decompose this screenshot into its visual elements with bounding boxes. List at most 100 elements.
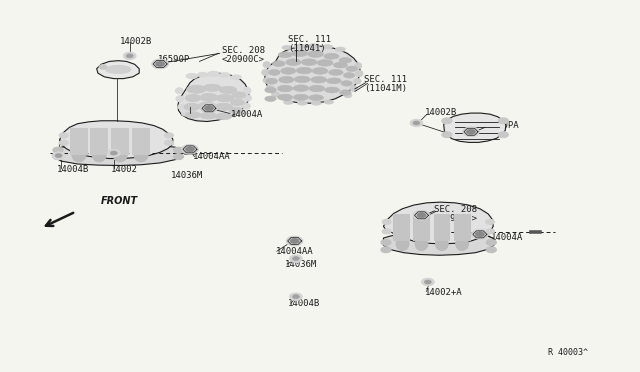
- Circle shape: [173, 147, 184, 153]
- Ellipse shape: [106, 65, 131, 74]
- Polygon shape: [383, 202, 493, 244]
- Ellipse shape: [244, 95, 252, 101]
- Circle shape: [467, 129, 476, 134]
- Ellipse shape: [220, 73, 230, 77]
- Circle shape: [289, 255, 302, 262]
- Text: SEC. 111: SEC. 111: [364, 75, 408, 84]
- Circle shape: [289, 293, 302, 300]
- Ellipse shape: [219, 86, 237, 94]
- Circle shape: [472, 230, 488, 239]
- Ellipse shape: [340, 90, 351, 95]
- Ellipse shape: [293, 94, 308, 100]
- Circle shape: [99, 65, 107, 69]
- Circle shape: [499, 132, 508, 138]
- Ellipse shape: [263, 61, 271, 68]
- Circle shape: [52, 152, 65, 159]
- Bar: [132, 128, 148, 154]
- Ellipse shape: [278, 85, 292, 92]
- Text: 14036M: 14036M: [285, 260, 317, 269]
- Circle shape: [60, 133, 68, 138]
- Circle shape: [442, 132, 452, 138]
- Polygon shape: [178, 73, 249, 122]
- Text: 14004AA: 14004AA: [193, 152, 231, 161]
- Circle shape: [205, 106, 213, 111]
- Ellipse shape: [216, 94, 234, 102]
- Ellipse shape: [324, 53, 339, 59]
- Ellipse shape: [308, 44, 319, 48]
- Ellipse shape: [354, 78, 361, 84]
- Ellipse shape: [309, 85, 324, 92]
- Circle shape: [292, 257, 300, 260]
- Circle shape: [410, 119, 423, 126]
- Circle shape: [164, 140, 173, 145]
- Circle shape: [486, 240, 497, 246]
- Circle shape: [125, 53, 135, 59]
- Circle shape: [417, 213, 426, 218]
- Circle shape: [486, 247, 497, 253]
- Circle shape: [173, 154, 184, 160]
- Text: R 40003^: R 40003^: [548, 348, 588, 357]
- Ellipse shape: [282, 45, 292, 50]
- Ellipse shape: [326, 78, 341, 84]
- Circle shape: [152, 59, 168, 69]
- Circle shape: [110, 151, 117, 155]
- Circle shape: [286, 236, 303, 246]
- Circle shape: [382, 219, 391, 224]
- Text: FRONT: FRONT: [101, 196, 138, 206]
- Ellipse shape: [239, 110, 246, 115]
- Circle shape: [124, 52, 136, 60]
- Circle shape: [381, 240, 391, 246]
- Text: 16590PA: 16590PA: [482, 121, 520, 130]
- Polygon shape: [383, 232, 494, 255]
- Text: 14004B: 14004B: [57, 165, 89, 174]
- Text: 14002B: 14002B: [425, 108, 457, 117]
- Bar: [70, 128, 86, 154]
- Ellipse shape: [308, 51, 323, 57]
- Circle shape: [182, 145, 198, 154]
- Bar: [454, 214, 470, 240]
- Bar: [111, 128, 128, 154]
- Circle shape: [382, 229, 391, 234]
- Circle shape: [60, 140, 68, 145]
- Text: <20900C>: <20900C>: [221, 55, 265, 64]
- Bar: [90, 128, 107, 154]
- Circle shape: [486, 219, 495, 224]
- Circle shape: [413, 211, 429, 220]
- Circle shape: [499, 118, 508, 124]
- Circle shape: [476, 232, 484, 237]
- Circle shape: [292, 295, 300, 299]
- Ellipse shape: [344, 92, 352, 98]
- Ellipse shape: [243, 103, 250, 109]
- Text: 14036M: 14036M: [171, 170, 203, 180]
- Ellipse shape: [182, 111, 189, 116]
- Ellipse shape: [312, 68, 328, 74]
- Ellipse shape: [262, 69, 269, 76]
- Text: 14004A: 14004A: [492, 233, 524, 242]
- Ellipse shape: [309, 95, 323, 100]
- Ellipse shape: [284, 100, 293, 105]
- Ellipse shape: [229, 107, 243, 114]
- Ellipse shape: [311, 101, 321, 105]
- Polygon shape: [60, 121, 173, 158]
- Ellipse shape: [184, 103, 200, 110]
- Ellipse shape: [294, 76, 310, 83]
- Text: 14002B: 14002B: [120, 37, 152, 46]
- Circle shape: [201, 103, 217, 113]
- Polygon shape: [55, 144, 182, 166]
- Polygon shape: [444, 113, 506, 142]
- Text: 16590P: 16590P: [158, 55, 191, 64]
- Text: (11041): (11041): [288, 44, 326, 53]
- Ellipse shape: [231, 75, 241, 79]
- Text: SEC. 111: SEC. 111: [288, 35, 332, 44]
- Ellipse shape: [198, 102, 216, 110]
- Ellipse shape: [187, 85, 206, 93]
- Text: 14002: 14002: [111, 165, 138, 174]
- Ellipse shape: [328, 70, 343, 76]
- Ellipse shape: [356, 70, 363, 77]
- Ellipse shape: [456, 237, 468, 250]
- Ellipse shape: [285, 59, 301, 65]
- Circle shape: [290, 238, 299, 244]
- Bar: [433, 214, 449, 240]
- Circle shape: [442, 118, 452, 124]
- Bar: [184, 151, 195, 154]
